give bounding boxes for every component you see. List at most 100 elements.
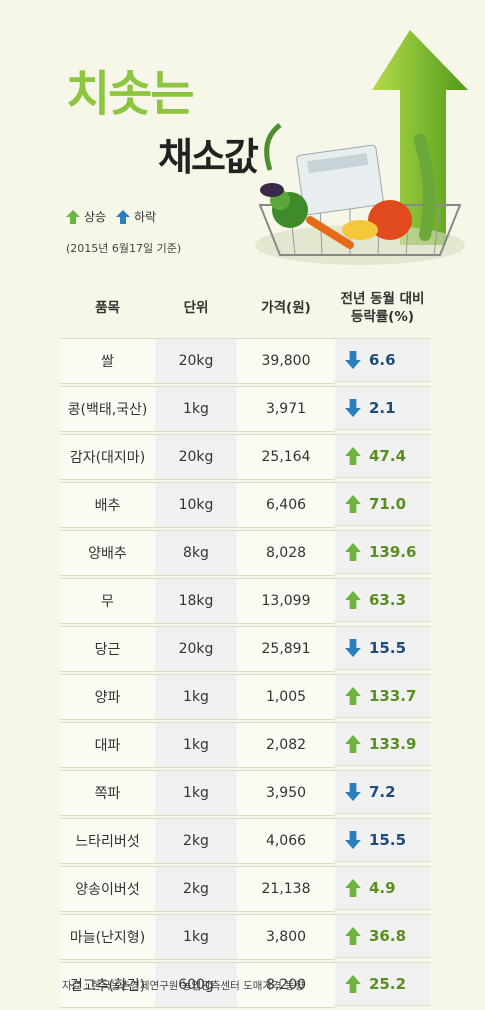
table-row: 느타리버섯 2kg 4,066 15.5 [60,818,430,864]
cell-rate: 133.7 [335,674,430,718]
cell-price: 3,800 [237,914,335,960]
down-arrow-icon [345,639,361,657]
cell-item: 대파 [60,722,155,768]
table-row: 양송이버섯 2kg 21,138 4.9 [60,866,430,912]
table-row: 무 18kg 13,099 63.3 [60,578,430,624]
rate-value: 7.2 [369,783,396,801]
cell-unit: 2kg [155,866,237,912]
cell-price: 21,138 [237,866,335,912]
cell-item: 당근 [60,626,155,672]
cell-rate: 36.8 [335,914,430,958]
cell-price: 2,082 [237,722,335,768]
cell-item: 양배추 [60,530,155,576]
cell-item: 느타리버섯 [60,818,155,864]
cell-price: 25,891 [237,626,335,672]
basis-date: (2015년 6월17일 기준) [66,242,182,255]
cell-item: 무 [60,578,155,624]
table-row: 대파 1kg 2,082 133.9 [60,722,430,768]
table-row: 콩(백태,국산) 1kg 3,971 2.1 [60,386,430,432]
up-arrow-icon [345,447,361,465]
up-arrow-icon [345,735,361,753]
table-row: 감자(대지마) 20kg 25,164 47.4 [60,434,430,480]
down-arrow-icon [345,783,361,801]
legend-down: 하락 [116,208,156,225]
rate-value: 71.0 [369,495,407,513]
cell-rate: 47.4 [335,434,430,478]
legend-up: 상승 [66,208,106,225]
cell-item: 쌀 [60,338,155,384]
legend-up-label: 상승 [84,210,107,224]
cell-rate: 25.2 [335,962,430,1006]
cell-rate: 63.3 [335,578,430,622]
cell-unit: 20kg [155,338,237,384]
cell-price: 8,028 [237,530,335,576]
rate-value: 36.8 [369,927,407,945]
cell-unit: 10kg [155,482,237,528]
up-arrow-icon [345,927,361,945]
cell-rate: 139.6 [335,530,430,574]
cell-rate: 4.9 [335,866,430,910]
cell-price: 3,950 [237,770,335,816]
up-arrow-icon [345,687,361,705]
down-arrow-icon [345,351,361,369]
header-unit: 단위 [183,299,209,316]
rate-value: 2.1 [369,399,396,417]
cell-unit: 1kg [155,722,237,768]
cell-unit: 20kg [155,626,237,672]
rate-value: 133.7 [369,687,417,705]
up-arrow-icon [345,879,361,897]
down-arrow-icon [345,831,361,849]
cell-item: 양송이버섯 [60,866,155,912]
table-row: 마늘(난지형) 1kg 3,800 36.8 [60,914,430,960]
cell-rate: 133.9 [335,722,430,766]
table-row: 당근 20kg 25,891 15.5 [60,626,430,672]
rate-value: 4.9 [369,879,396,897]
rate-value: 6.6 [369,351,396,369]
table-row: 양파 1kg 1,005 133.7 [60,674,430,720]
table-header: 품목 단위 가격(원) 전년 동월 대비 등락률(%) [60,278,430,338]
cell-item: 양파 [60,674,155,720]
table-row: 배추 10kg 6,406 71.0 [60,482,430,528]
rate-value: 63.3 [369,591,407,609]
cell-unit: 8kg [155,530,237,576]
cell-unit: 1kg [155,386,237,432]
up-arrow-icon [66,209,80,224]
page-title: 치솟는 [66,66,194,122]
header-item: 품목 [95,299,120,316]
cell-rate: 71.0 [335,482,430,526]
cell-unit: 2kg [155,818,237,864]
rate-value: 15.5 [369,831,407,849]
cell-rate: 6.6 [335,338,430,382]
cell-rate: 15.5 [335,818,430,862]
cell-price: 1,005 [237,674,335,720]
rate-value: 15.5 [369,639,407,657]
rate-value: 25.2 [369,975,407,993]
rate-value: 139.6 [369,543,417,561]
table-row: 쪽파 1kg 3,950 7.2 [60,770,430,816]
source-note: 자료 : 한국농촌경제연구원 농업관측센터 도매가격 동향 [62,980,305,992]
legend-down-label: 하락 [134,210,157,224]
up-arrow-icon [345,495,361,513]
cell-item: 감자(대지마) [60,434,155,480]
page-subtitle: 채소값 [158,135,259,179]
cell-unit: 1kg [155,770,237,816]
table-body: 쌀 20kg 39,800 6.6 콩(백태,국산) 1kg 3,971 2.1 감자(대지마)… [60,338,430,1008]
legend: 상승 하락 [66,208,166,225]
cell-unit: 1kg [155,914,237,960]
rate-value: 47.4 [369,447,407,465]
cell-price: 4,066 [237,818,335,864]
cell-price: 6,406 [237,482,335,528]
cell-rate: 2.1 [335,386,430,430]
vegetable-basket-illustration [255,30,468,265]
cell-item: 배추 [60,482,155,528]
up-arrow-icon [345,543,361,561]
cell-item: 콩(백태,국산) [60,386,155,432]
up-arrow-icon [345,591,361,609]
cell-item: 쪽파 [60,770,155,816]
table-row: 양배추 8kg 8,028 139.6 [60,530,430,576]
cell-price: 39,800 [237,338,335,384]
cell-price: 13,099 [237,578,335,624]
cell-item: 마늘(난지형) [60,914,155,960]
rate-value: 133.9 [369,735,417,753]
header-price: 가격(원) [261,299,311,316]
